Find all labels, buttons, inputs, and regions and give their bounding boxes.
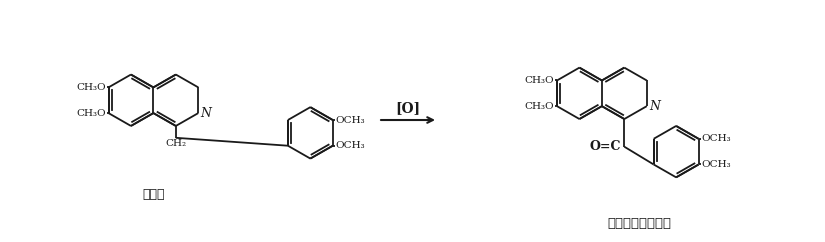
Text: O=C: O=C <box>590 140 621 153</box>
Text: CH₃O: CH₃O <box>76 83 106 92</box>
Text: 最终产物为鸦片黄: 最终产物为鸦片黄 <box>607 217 672 230</box>
Text: CH₂: CH₂ <box>165 139 186 148</box>
Text: OCH₃: OCH₃ <box>336 115 365 125</box>
Text: OCH₃: OCH₃ <box>701 134 731 143</box>
Text: CH₃O: CH₃O <box>525 76 554 85</box>
Text: 羂粟碱: 羂粟碱 <box>142 188 165 201</box>
Text: [O]: [O] <box>395 101 421 115</box>
Text: CH₃O: CH₃O <box>76 109 106 118</box>
Text: OCH₃: OCH₃ <box>701 160 731 169</box>
Text: OCH₃: OCH₃ <box>336 141 365 150</box>
Text: N: N <box>200 106 211 120</box>
Text: N: N <box>648 100 660 113</box>
Text: CH₃O: CH₃O <box>525 102 554 111</box>
